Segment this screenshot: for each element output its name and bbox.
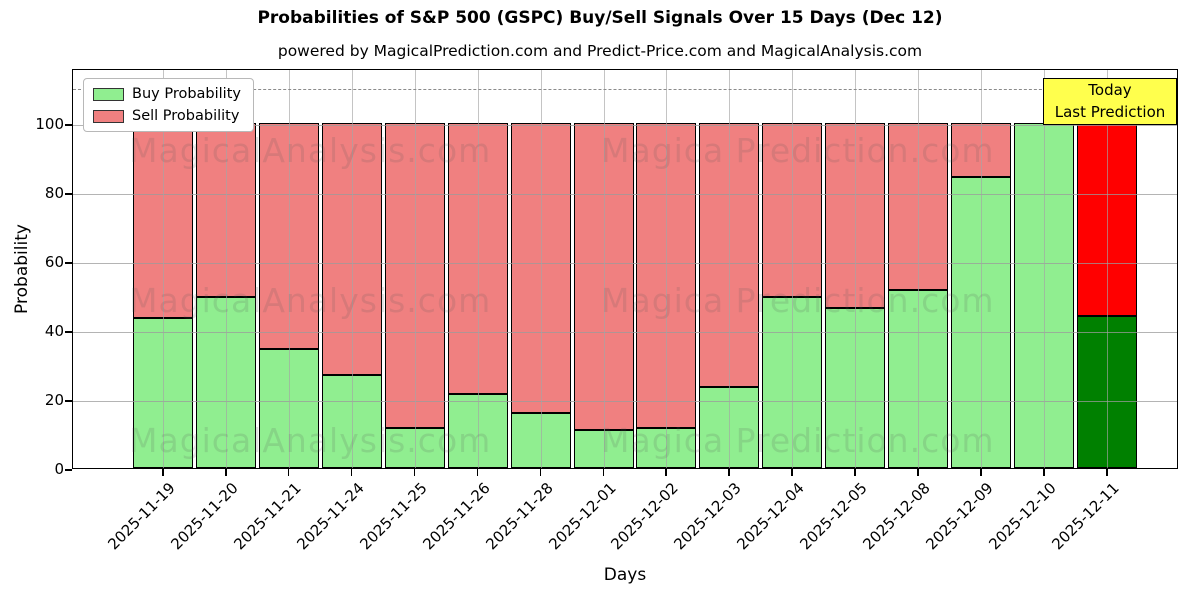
gridline-y-40	[73, 332, 1177, 334]
x-tick-mark-2025-12-02	[665, 469, 668, 476]
x-tick-mark-2025-12-11	[1105, 469, 1108, 476]
y-tick-mark-100	[65, 124, 72, 126]
chart-subtitle: powered by MagicalPrediction.com and Pre…	[277, 42, 923, 60]
y-tick-mark-0	[65, 469, 72, 471]
gridline-x-2025-12-03	[729, 70, 731, 468]
today-annotation: Today Last Prediction	[1043, 78, 1177, 125]
gridline-x-2025-12-04	[792, 70, 794, 468]
gridline-x-2025-12-05	[855, 70, 857, 468]
legend: Buy Probability Sell Probability	[83, 78, 254, 132]
x-tick-mark-2025-12-01	[602, 469, 605, 476]
x-tick-label-2025-12-05: 2025-12-05	[796, 479, 871, 554]
x-tick-label-2025-12-11: 2025-12-11	[1048, 479, 1123, 554]
legend-item-buy: Buy Probability	[93, 86, 241, 102]
today-annotation-line2: Last Prediction	[1054, 102, 1166, 121]
y-tick-60: 60	[44, 253, 64, 272]
plot-area: MagicalAnalysis.comMagica Prediction.com…	[72, 69, 1178, 469]
gridline-y-80	[73, 194, 1177, 196]
legend-label-buy: Buy Probability	[132, 86, 241, 102]
x-axis-label: Days	[603, 565, 647, 585]
x-tick-label-2025-12-10: 2025-12-10	[985, 479, 1060, 554]
gridline-x-2025-12-11	[1106, 70, 1108, 468]
gridline-x-2025-12-09	[981, 70, 983, 468]
y-tick-100: 100	[35, 115, 64, 134]
x-tick-mark-2025-11-25	[413, 469, 416, 476]
gridline-x-2025-11-26	[477, 70, 479, 468]
gridline-x-2025-11-28	[540, 70, 542, 468]
y-tick-mark-60	[65, 262, 72, 264]
dashed-threshold-line	[73, 88, 1177, 90]
x-tick-mark-2025-12-03	[728, 469, 730, 476]
x-tick-mark-2025-12-05	[854, 469, 856, 476]
gridline-x-2025-12-02	[666, 70, 668, 468]
gridline-x-2025-11-24	[351, 70, 353, 468]
gridline-y-20	[73, 401, 1177, 403]
gridline-y-60	[73, 263, 1177, 265]
x-tick-mark-2025-11-19	[162, 469, 164, 476]
gridline-x-2025-11-19	[163, 70, 164, 468]
y-tick-mark-80	[65, 193, 72, 195]
chart-title: Probabilities of S&P 500 (GSPC) Buy/Sell…	[257, 8, 943, 28]
x-tick-label-2025-11-24: 2025-11-24	[293, 479, 368, 554]
x-tick-label-2025-12-09: 2025-12-09	[922, 479, 997, 554]
x-tick-mark-2025-12-04	[791, 469, 793, 476]
x-tick-label-2025-11-19: 2025-11-19	[104, 479, 179, 554]
y-tick-0: 0	[54, 460, 64, 478]
gridline-x-2025-11-25	[414, 70, 416, 468]
today-annotation-line1: Today	[1088, 81, 1132, 100]
x-tick-mark-2025-11-21	[287, 469, 290, 476]
x-tick-mark-2025-12-08	[917, 469, 919, 476]
x-tick-label-2025-12-08: 2025-12-08	[859, 479, 934, 554]
gridline-x-2025-11-21	[288, 70, 290, 468]
buy-swatch-icon	[93, 87, 124, 101]
y-tick-20: 20	[44, 391, 64, 410]
x-tick-mark-2025-11-26	[476, 469, 479, 476]
x-tick-label-2025-12-04: 2025-12-04	[733, 479, 809, 554]
gridline-x-2025-12-10	[1044, 70, 1046, 468]
x-tick-label-2025-11-25: 2025-11-25	[356, 479, 431, 554]
y-tick-40: 40	[44, 322, 64, 341]
y-tick-mark-40	[65, 331, 72, 333]
x-tick-mark-2025-11-28	[539, 469, 542, 476]
legend-label-sell: Sell Probability	[132, 108, 240, 124]
x-tick-mark-2025-11-20	[224, 469, 227, 476]
y-axis-label: Probability	[12, 224, 32, 314]
y-tick-mark-20	[65, 400, 72, 402]
y-tick-80: 80	[44, 184, 64, 203]
x-tick-label-2025-11-21: 2025-11-21	[230, 479, 305, 554]
gridline-x-2025-12-01	[603, 70, 605, 468]
sell-swatch-icon	[93, 109, 124, 123]
x-tick-mark-2025-12-10	[1043, 469, 1045, 476]
gridline-x-2025-11-20	[225, 70, 227, 468]
gridline-y-100	[73, 125, 1177, 127]
legend-item-sell: Sell Probability	[93, 108, 241, 124]
gridline-x-2025-12-08	[918, 70, 920, 468]
x-tick-label-2025-11-20: 2025-11-20	[167, 479, 242, 554]
x-tick-mark-2025-11-24	[350, 469, 353, 476]
x-tick-mark-2025-12-09	[980, 469, 982, 476]
